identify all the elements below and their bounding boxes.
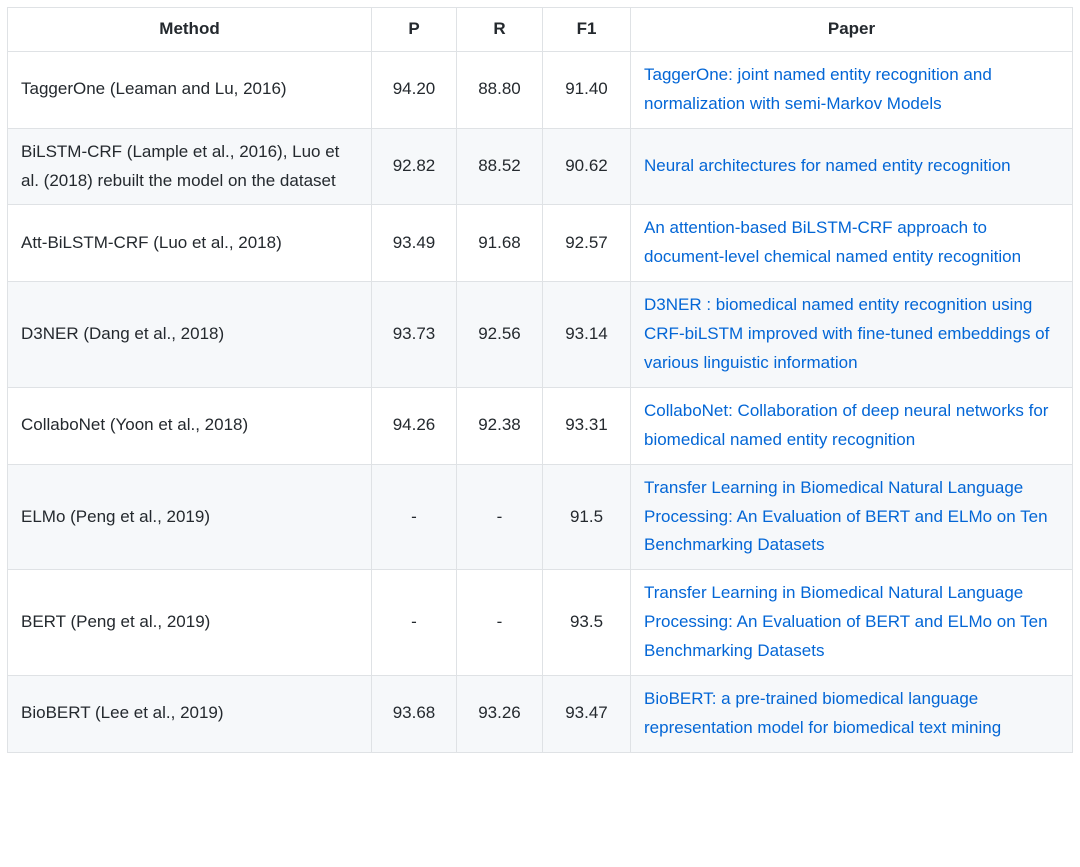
paper-cell: D3NER : biomedical named entity recognit… bbox=[630, 281, 1073, 388]
method-cell: BioBERT (Lee et al., 2019) bbox=[7, 675, 372, 753]
recall-cell: 88.52 bbox=[456, 127, 543, 206]
precision-cell: - bbox=[371, 463, 457, 571]
precision-cell: 93.73 bbox=[371, 281, 457, 388]
column-header-method: Method bbox=[7, 7, 372, 52]
paper-link[interactable]: Transfer Learning in Biomedical Natural … bbox=[644, 477, 1048, 555]
f1-cell: 93.5 bbox=[542, 569, 631, 677]
column-header-paper: Paper bbox=[630, 7, 1073, 52]
ner-results-table: Method P R F1 Paper TaggerOne (Leaman an… bbox=[7, 7, 1073, 753]
precision-cell: - bbox=[371, 569, 457, 677]
table-row: BioBERT (Lee et al., 2019) 93.68 93.26 9… bbox=[7, 675, 1073, 753]
recall-cell: 91.68 bbox=[456, 204, 543, 283]
method-cell: ELMo (Peng et al., 2019) bbox=[7, 463, 372, 571]
paper-cell: Neural architectures for named entity re… bbox=[630, 127, 1073, 206]
table-row: ELMo (Peng et al., 2019) - - 91.5 Transf… bbox=[7, 463, 1073, 571]
paper-link[interactable]: BioBERT: a pre-trained biomedical langua… bbox=[644, 689, 1002, 737]
precision-cell: 93.68 bbox=[371, 675, 457, 753]
column-header-precision: P bbox=[371, 7, 457, 52]
recall-cell: - bbox=[456, 463, 543, 571]
table-row: CollaboNet (Yoon et al., 2018) 94.26 92.… bbox=[7, 386, 1073, 465]
paper-cell: CollaboNet: Collaboration of deep neural… bbox=[630, 386, 1073, 465]
table-row: BiLSTM-CRF (Lample et al., 2016), Luo et… bbox=[7, 127, 1073, 206]
f1-cell: 90.62 bbox=[542, 127, 631, 206]
column-header-f1: F1 bbox=[542, 7, 631, 52]
paper-link[interactable]: An attention-based BiLSTM-CRF approach t… bbox=[644, 218, 1022, 267]
column-header-recall: R bbox=[456, 7, 543, 52]
paper-link[interactable]: TaggerOne: joint named entity recognitio… bbox=[644, 64, 992, 113]
recall-cell: 88.80 bbox=[456, 50, 543, 129]
method-cell: TaggerOne (Leaman and Lu, 2016) bbox=[7, 50, 372, 129]
method-cell: CollaboNet (Yoon et al., 2018) bbox=[7, 386, 372, 465]
paper-link[interactable]: Transfer Learning in Biomedical Natural … bbox=[644, 583, 1048, 661]
recall-cell: 93.26 bbox=[456, 675, 543, 753]
recall-cell: - bbox=[456, 569, 543, 677]
table-header-row: Method P R F1 Paper bbox=[7, 7, 1073, 52]
precision-cell: 94.26 bbox=[371, 386, 457, 465]
f1-cell: 92.57 bbox=[542, 204, 631, 283]
f1-cell: 91.5 bbox=[542, 463, 631, 571]
f1-cell: 91.40 bbox=[542, 50, 631, 129]
f1-cell: 93.31 bbox=[542, 386, 631, 465]
paper-cell: BioBERT: a pre-trained biomedical langua… bbox=[630, 675, 1073, 753]
paper-link[interactable]: Neural architectures for named entity re… bbox=[644, 156, 1011, 176]
table-row: TaggerOne (Leaman and Lu, 2016) 94.20 88… bbox=[7, 50, 1073, 129]
paper-cell: Transfer Learning in Biomedical Natural … bbox=[630, 463, 1073, 571]
table-row: BERT (Peng et al., 2019) - - 93.5 Transf… bbox=[7, 569, 1073, 677]
recall-cell: 92.38 bbox=[456, 386, 543, 465]
paper-cell: Transfer Learning in Biomedical Natural … bbox=[630, 569, 1073, 677]
precision-cell: 93.49 bbox=[371, 204, 457, 283]
method-cell: BiLSTM-CRF (Lample et al., 2016), Luo et… bbox=[7, 127, 372, 206]
f1-cell: 93.14 bbox=[542, 281, 631, 388]
f1-cell: 93.47 bbox=[542, 675, 631, 753]
recall-cell: 92.56 bbox=[456, 281, 543, 388]
paper-link[interactable]: D3NER : biomedical named entity recognit… bbox=[644, 295, 1050, 373]
paper-cell: TaggerOne: joint named entity recognitio… bbox=[630, 50, 1073, 129]
paper-cell: An attention-based BiLSTM-CRF approach t… bbox=[630, 204, 1073, 283]
method-cell: D3NER (Dang et al., 2018) bbox=[7, 281, 372, 388]
precision-cell: 94.20 bbox=[371, 50, 457, 129]
method-cell: Att-BiLSTM-CRF (Luo et al., 2018) bbox=[7, 204, 372, 283]
method-cell: BERT (Peng et al., 2019) bbox=[7, 569, 372, 677]
table-row: Att-BiLSTM-CRF (Luo et al., 2018) 93.49 … bbox=[7, 204, 1073, 283]
table-row: D3NER (Dang et al., 2018) 93.73 92.56 93… bbox=[7, 281, 1073, 388]
precision-cell: 92.82 bbox=[371, 127, 457, 206]
paper-link[interactable]: CollaboNet: Collaboration of deep neural… bbox=[644, 400, 1049, 449]
